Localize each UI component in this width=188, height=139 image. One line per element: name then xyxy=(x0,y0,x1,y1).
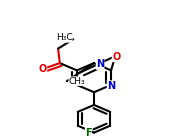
Text: H₃C: H₃C xyxy=(56,33,72,42)
Text: N: N xyxy=(107,81,115,91)
Text: N: N xyxy=(96,59,104,70)
Text: CH₃: CH₃ xyxy=(69,77,85,86)
Text: O: O xyxy=(39,64,47,74)
Text: O: O xyxy=(112,52,120,62)
Text: F: F xyxy=(85,128,92,138)
